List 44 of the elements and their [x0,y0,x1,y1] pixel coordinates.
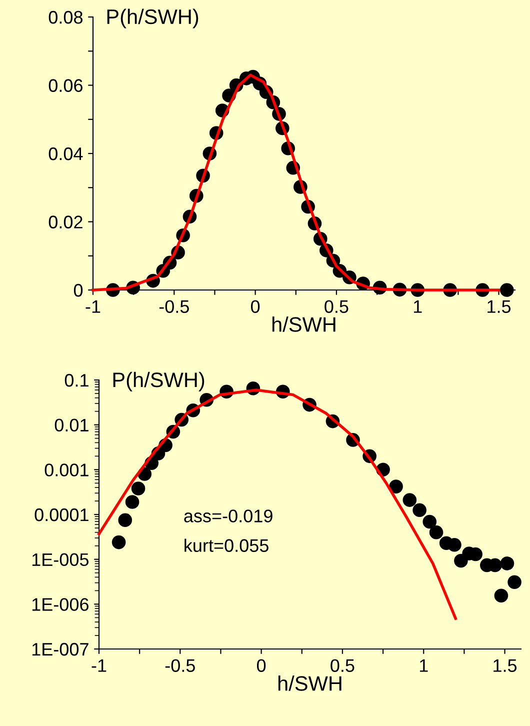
annotation: kurt=0.055 [184,538,268,552]
point [125,495,140,509]
x-tick-label: -1 [86,300,100,313]
y-tick-label: 1E-006 [32,598,88,611]
y-tick-label: 0 [74,284,83,297]
y-axis-title: P(h/SWH) [107,8,198,28]
x-tick-label: 1 [420,659,428,672]
annotation: ass=-0.019 [184,510,272,522]
x-tick-label: -0.5 [159,300,189,313]
point [402,493,417,507]
x-tick-label: -1 [92,659,106,672]
y-tick-label: 0.02 [48,216,82,228]
y-tick-label: 1E-005 [32,553,89,566]
y-tick-label: 0.0001 [34,508,88,522]
y-tick-label: 0.01 [54,418,88,432]
y-tick-label: 0.1 [64,374,88,387]
y-axis-title: P(h/SWH) [113,372,204,392]
x-axis-title: h/SWH [272,316,336,332]
y-tick-label: 0.04 [48,147,83,160]
y-tick-label: 0.08 [48,10,82,24]
point [422,514,437,529]
x-tick-label: 0 [250,300,260,313]
point [508,575,522,590]
point [389,480,403,494]
x-tick-label: 1.5 [488,300,511,313]
point [500,556,514,570]
point [448,538,462,552]
y-tick-label: 0.001 [44,464,88,476]
x-tick-label: -0.5 [165,659,195,672]
x-tick-label: 0.5 [330,659,354,672]
point [500,283,514,297]
point [131,482,146,496]
x-axis-title: h/SWH [278,676,342,691]
point [429,525,444,540]
y-tick-label: 1E-007 [32,642,88,656]
x-tick-label: 0 [256,659,266,672]
x-tick-label: 0.5 [324,300,348,313]
y-tick-label: 0.06 [48,79,82,92]
point [118,513,132,528]
x-tick-label: 1.5 [494,659,517,672]
x-tick-label: 1 [414,300,422,313]
point [412,503,426,518]
point [112,535,126,550]
point [494,588,508,603]
